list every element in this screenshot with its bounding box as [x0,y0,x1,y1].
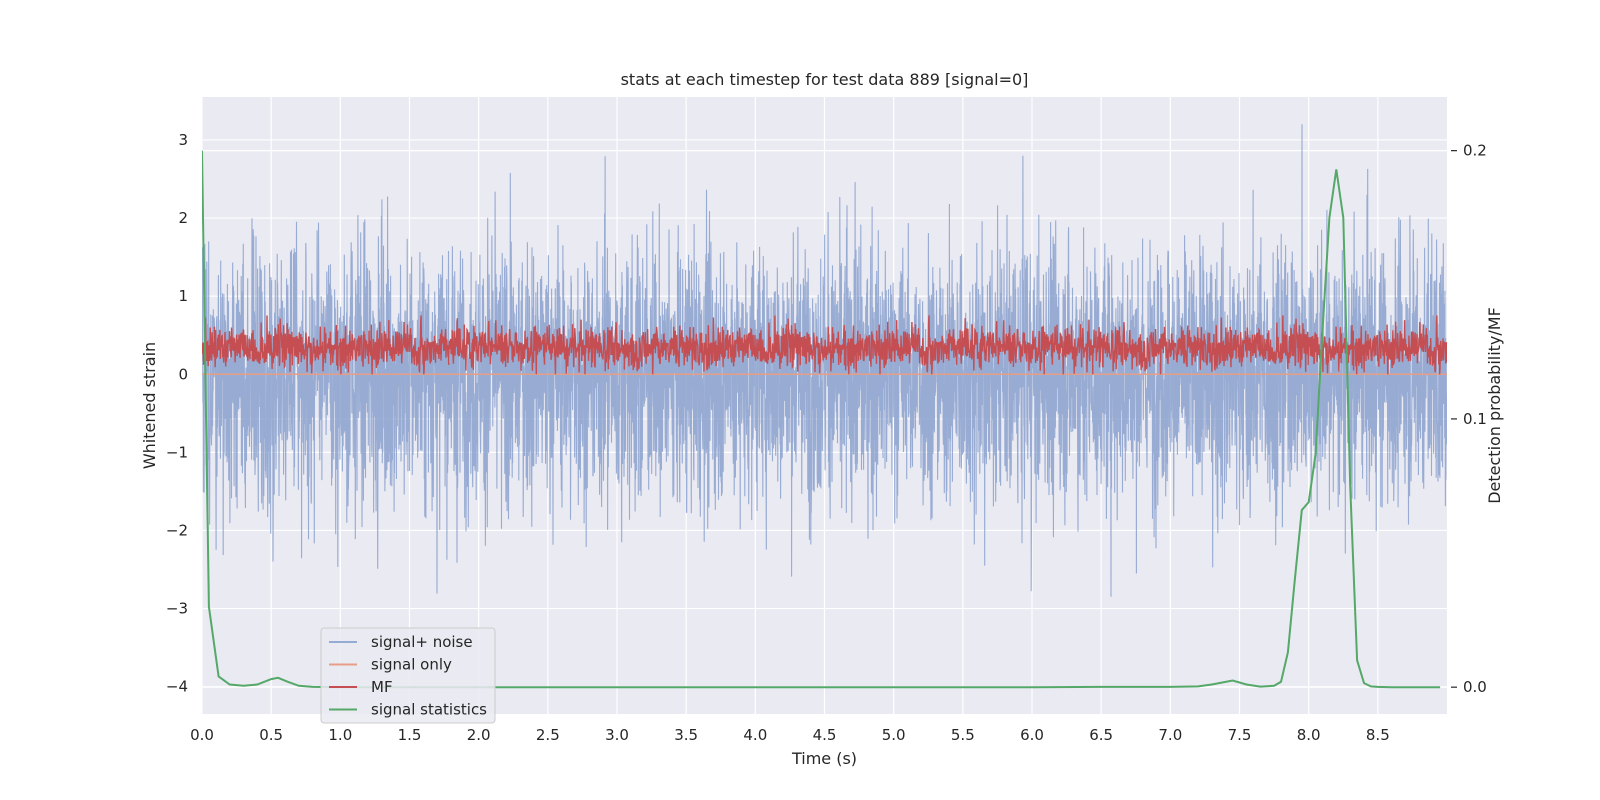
series-signal-noise-line [202,124,1447,597]
y2-axis-ticks: 0.2 0.1 0.0 [1451,142,1487,696]
x-axis-label: Time (s) [791,749,857,768]
x-tick-label: 4.0 [743,726,767,744]
y2-tick-label: 0.1 [1463,410,1487,428]
x-tick-label: 7.0 [1158,726,1182,744]
y-axis-ticks: 3 2 1 0 −1 −2 −3 −4 [166,131,188,696]
y-tick-label: 3 [178,131,188,149]
x-tick-label: 5.0 [882,726,906,744]
x-tick-label: 8.0 [1297,726,1321,744]
x-tick-label: 8.5 [1366,726,1390,744]
x-tick-label: 3.0 [605,726,629,744]
legend-entry-label: MF [371,678,393,696]
chart-title: stats at each timestep for test data 889… [621,70,1029,89]
legend-box [320,627,496,724]
x-tick-label: 6.0 [1020,726,1044,744]
y-tick-label: 1 [178,287,188,305]
y-tick-label: 0 [178,365,188,383]
x-tick-label: 6.5 [1089,726,1113,744]
x-tick-label: 1.5 [398,726,422,744]
y-tick-label: −2 [166,521,188,539]
legend: signal+ noise signal only MF signal statist… [320,627,496,724]
legend-entry-label: signal only [371,656,452,674]
x-tick-label: 3.5 [674,726,698,744]
y-tick-label: −3 [166,600,188,618]
legend-entry-label: signal+ noise [371,633,473,651]
x-tick-label: 4.5 [813,726,837,744]
x-tick-label: 7.5 [1228,726,1252,744]
y-tick-label: −4 [166,678,188,696]
x-tick-label: 1.0 [328,726,352,744]
x-tick-label: 2.0 [467,726,491,744]
y-tick-label: −1 [166,443,188,461]
legend-entry-label: signal statistics [371,701,487,719]
y2-tick-label: 0.2 [1463,142,1487,160]
series-mf-line [202,315,1447,375]
x-axis-ticks: 0.0 0.5 1.0 1.5 2.0 2.5 3.0 3.5 4.0 4.5 5.0 5.5 6.0 6… [190,726,1390,744]
x-tick-label: 2.5 [536,726,560,744]
x-tick-label: 0.0 [190,726,214,744]
series-signal-statistics-line [202,150,1441,689]
y-tick-label: 2 [178,209,188,227]
series-layer [202,124,1447,689]
y-axis-label: Whitened strain [140,342,159,469]
y2-axis-label: Detection probability/MF [1485,307,1504,504]
x-tick-label: 5.5 [951,726,975,744]
y2-tick-label: 0.0 [1463,678,1487,696]
x-tick-label: 0.5 [259,726,283,744]
